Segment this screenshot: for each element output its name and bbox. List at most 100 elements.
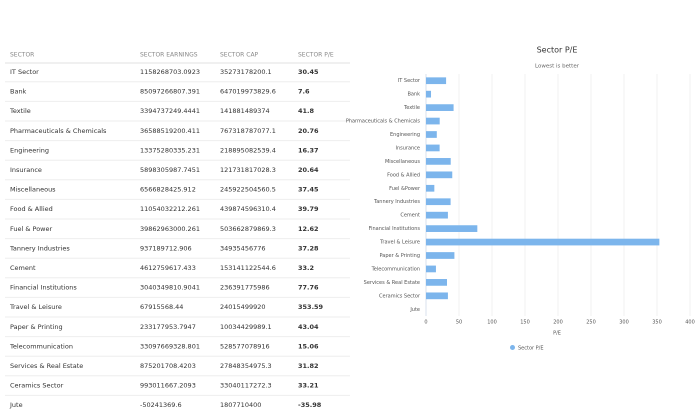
table-cell: 12.62 [298, 225, 319, 233]
table-cell: 33097669328.801 [140, 342, 200, 350]
table-cell: 1807710400 [220, 401, 261, 409]
y-tick-label: Services & Real Estate [364, 280, 420, 286]
table-cell: Financial Institutions [10, 284, 77, 292]
table-cell: 11054032212.261 [140, 205, 200, 213]
table-cell: Pharmaceuticals & Chemicals [10, 127, 107, 135]
table-cell: Food & Allied [10, 205, 53, 213]
table-cell: Engineering [10, 146, 49, 154]
y-tick-label: Jute [409, 307, 420, 313]
table-cell: Telecommunication [9, 342, 73, 350]
table-cell: 33.21 [298, 382, 319, 390]
table-cell: 39.79 [298, 205, 319, 213]
x-tick-label: 400 [685, 320, 695, 326]
table-cell: -35.98 [298, 401, 322, 409]
bar [426, 211, 448, 219]
bar [426, 117, 440, 125]
bar [426, 158, 451, 165]
table-cell: 33040117272.3 [220, 382, 272, 390]
y-tick-label: Fuel &Power [389, 186, 421, 192]
y-tick-label: Textile [403, 105, 420, 111]
table-cell: 767318787077.1 [220, 127, 276, 135]
table-cell: 13375280335.231 [140, 146, 200, 154]
table-cell: 6566828425.912 [140, 186, 196, 194]
table-cell: Jute [9, 401, 23, 409]
x-axis-label: P/E [553, 331, 561, 337]
table-cell: 20.76 [298, 127, 319, 135]
x-tick-label: 150 [520, 320, 530, 326]
table-cell: Services & Real Estate [10, 362, 83, 370]
y-tick-label: Ceramics Sector [379, 293, 421, 299]
x-tick-label: 100 [487, 320, 497, 326]
table-cell: 4612759617.433 [140, 264, 196, 272]
column-header: SECTOR CAP [220, 52, 259, 59]
table-cell: Paper & Printing [10, 323, 63, 331]
legend-label: Sector P/E [518, 346, 544, 352]
table-cell: Tannery Industries [9, 244, 70, 252]
table-cell: Cement [10, 264, 36, 272]
table-cell: 37.45 [298, 186, 319, 194]
table-cell: 233177953.7947 [140, 323, 196, 331]
table-cell: Miscellaneous [10, 186, 56, 194]
bar [426, 144, 440, 152]
table-cell: 3394737249.4441 [140, 107, 200, 115]
y-tick-label: Food & Allied [387, 172, 420, 178]
table-cell: Insurance [10, 166, 42, 174]
table-cell: 30.45 [298, 68, 319, 76]
bar [426, 252, 455, 259]
table-cell: 24015499920 [220, 303, 266, 311]
table-cell: 121731817028.3 [220, 166, 276, 174]
bar [426, 225, 478, 232]
table-cell: 67915568.44 [140, 303, 183, 311]
table-cell: 353.59 [298, 303, 324, 311]
table-cell: 10034429989.1 [220, 323, 272, 331]
table-cell: 16.37 [298, 146, 319, 154]
bar [426, 265, 436, 273]
table-cell: 937189712.906 [140, 244, 192, 252]
bar [426, 90, 432, 98]
table-cell: 528577078916 [220, 342, 270, 350]
table-cell: 34935456776 [220, 244, 266, 252]
y-tick-label: Financial Institutions [369, 226, 421, 232]
bar [426, 104, 454, 111]
bar [426, 184, 435, 192]
bar [426, 279, 448, 286]
table-cell: Travel & Leisure [9, 303, 62, 311]
table-cell: 218895082539.4 [220, 146, 276, 154]
table-cell: 37.28 [298, 244, 319, 252]
table-cell: 15.06 [298, 342, 319, 350]
table-cell: 35273178200.1 [220, 68, 272, 76]
table-cell: 36588519200.411 [140, 127, 200, 135]
x-tick-label: 300 [619, 320, 629, 326]
legend-swatch [510, 345, 515, 350]
x-tick-label: 0 [424, 320, 427, 326]
table-cell: 141881489374 [220, 107, 270, 115]
table-cell: 153141122544.6 [220, 264, 276, 272]
table-cell: 27848354975.3 [220, 362, 272, 370]
y-tick-label: Insurance [395, 145, 420, 151]
table-cell: 647019973829.6 [220, 88, 276, 96]
bar [426, 292, 448, 300]
table-cell: 236391775986 [220, 284, 270, 292]
y-tick-label: Engineering [390, 132, 420, 138]
column-header: SECTOR [10, 52, 34, 59]
table-cell: 503662879869.3 [220, 225, 276, 233]
table-cell: 1158268703.0923 [140, 68, 200, 76]
table-cell: 3040349810.9041 [140, 284, 200, 292]
bar [426, 131, 437, 138]
chart-title: Sector P/E [537, 46, 578, 55]
table-cell: -50241369.6 [140, 401, 182, 409]
table-cell: Textile [9, 107, 31, 115]
chart-subtitle: Lowest is better [535, 64, 580, 70]
table-cell: Ceramics Sector [10, 382, 64, 390]
table-cell: 245922504560.5 [220, 186, 276, 194]
y-tick-label: Paper & Printing [380, 253, 420, 259]
bar [426, 198, 451, 206]
x-tick-label: 250 [586, 320, 596, 326]
table-cell: 439874596310.4 [220, 205, 276, 213]
column-header: SECTOR P/E [298, 52, 334, 59]
table-cell: 39862963000.261 [140, 225, 200, 233]
bar [426, 171, 453, 179]
y-tick-label: Pharmaceuticals & Chemicals [346, 119, 421, 125]
